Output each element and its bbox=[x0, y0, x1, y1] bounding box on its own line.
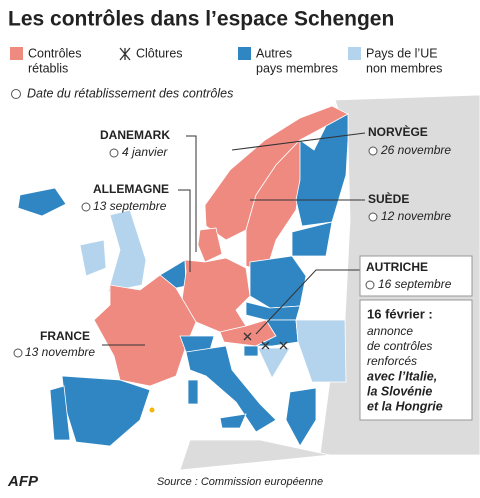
baltics bbox=[291, 221, 333, 257]
france bbox=[93, 274, 197, 387]
fences bbox=[243, 332, 288, 350]
legend-label: pays membres bbox=[256, 61, 338, 75]
note-line: 16 février : bbox=[367, 306, 433, 321]
spain bbox=[61, 375, 151, 447]
africa-coast bbox=[179, 439, 331, 471]
clock-icon bbox=[365, 280, 375, 290]
poland bbox=[249, 255, 307, 309]
legend-swatch bbox=[348, 47, 361, 60]
callouts: DANEMARK 4 janvier NORVÈGE 26 novembre A… bbox=[13, 124, 473, 359]
legend-label: Clôtures bbox=[136, 46, 183, 60]
legend: Contrôles rétablis Clôtures Autres pays … bbox=[10, 46, 442, 100]
legend-label: Autres bbox=[256, 46, 292, 60]
source: Source : Commission européenne bbox=[157, 476, 323, 488]
country-date: 13 septembre bbox=[93, 199, 167, 213]
note-line: renforcés bbox=[367, 354, 417, 368]
clock-icon bbox=[368, 212, 378, 222]
norway bbox=[204, 105, 349, 241]
legend-label: Pays de l’UE bbox=[366, 46, 438, 60]
note-line: la Slovénie bbox=[367, 384, 432, 398]
country-date: 13 novembre bbox=[25, 345, 95, 359]
clock-icon bbox=[13, 348, 23, 358]
clock-icon bbox=[11, 89, 21, 99]
date-note: Date du rétablissement des contrôles bbox=[27, 86, 233, 100]
legend-label: Contrôles bbox=[28, 46, 82, 60]
croatia bbox=[257, 347, 291, 379]
country-name: DANEMARK bbox=[100, 128, 170, 142]
legend-label: rétablis bbox=[28, 61, 68, 75]
clock-icon bbox=[368, 146, 378, 156]
logo: AFP bbox=[7, 473, 39, 490]
united-kingdom bbox=[107, 209, 147, 293]
sicily bbox=[219, 413, 247, 429]
denmark bbox=[197, 227, 223, 263]
portugal bbox=[49, 385, 71, 441]
country-name: NORVÈGE bbox=[368, 124, 428, 139]
greece bbox=[285, 387, 317, 447]
note-line: de contrôles bbox=[367, 339, 432, 353]
country-date: 12 novembre bbox=[381, 209, 451, 223]
note: 16 février : annonce de contrôles renfor… bbox=[359, 299, 473, 421]
country-name: SUÈDE bbox=[368, 191, 409, 206]
legend-swatch bbox=[238, 47, 251, 60]
italy bbox=[185, 345, 277, 433]
clock-icon bbox=[109, 148, 119, 158]
country-name: FRANCE bbox=[40, 329, 90, 343]
finland bbox=[295, 113, 349, 227]
note-box bbox=[359, 299, 473, 421]
ireland bbox=[79, 239, 107, 277]
sardinia-corsica bbox=[187, 379, 199, 405]
legend-label: non membres bbox=[366, 61, 442, 75]
note-line: et la Hongrie bbox=[367, 399, 443, 413]
romania-bulgaria bbox=[295, 319, 347, 383]
legend-swatch bbox=[10, 47, 23, 60]
country-date: 4 janvier bbox=[122, 145, 168, 159]
title: Les contrôles dans l’espace Schengen bbox=[8, 8, 394, 31]
country-name: AUTRICHE bbox=[366, 260, 428, 274]
balearic-marker bbox=[149, 407, 155, 413]
leader-lines bbox=[102, 132, 366, 346]
fence-symbol bbox=[119, 47, 131, 61]
note-line: annonce bbox=[367, 324, 413, 338]
clock-icon bbox=[81, 202, 91, 212]
slovenia bbox=[243, 345, 259, 357]
iceland bbox=[17, 187, 67, 217]
country-date: 26 novembre bbox=[380, 143, 451, 157]
country-name: ALLEMAGNE bbox=[93, 182, 169, 196]
note-line: avec l’Italie, bbox=[367, 369, 437, 383]
country-date: 16 septembre bbox=[378, 277, 452, 291]
germany bbox=[181, 257, 251, 333]
callout-box bbox=[359, 255, 473, 297]
